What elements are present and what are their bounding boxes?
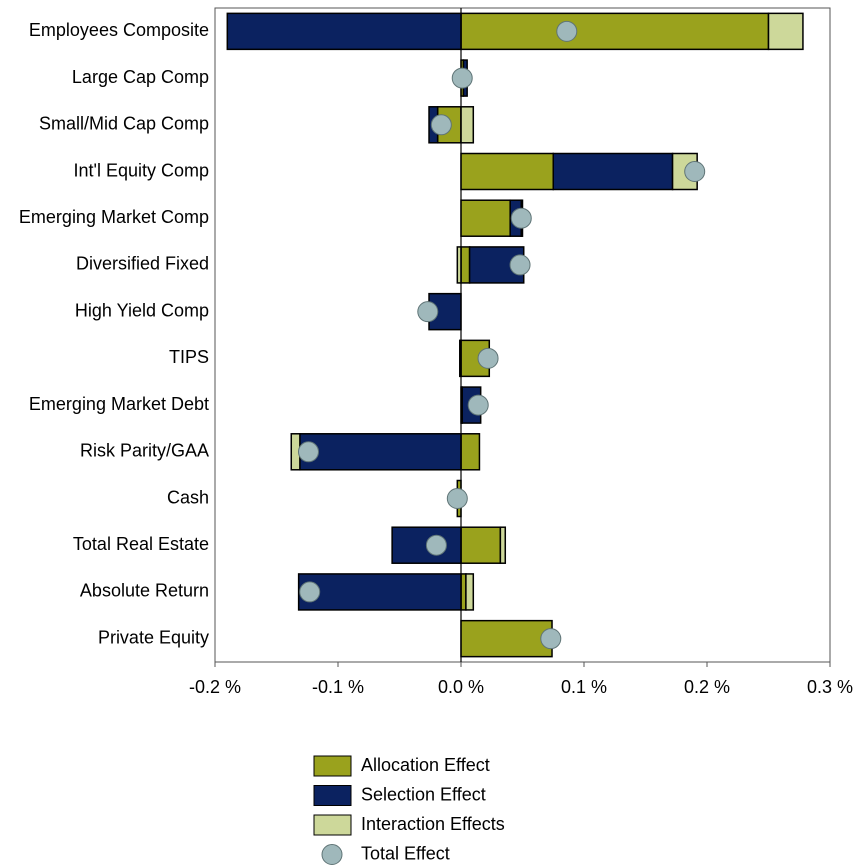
bar-segment	[460, 526, 502, 564]
category-label: Risk Parity/GAA	[80, 441, 209, 461]
bar-segment	[552, 152, 674, 191]
category-label: Employees Composite	[29, 20, 209, 40]
plot-frame	[214, 7, 831, 663]
category-label: Large Cap Comp	[72, 67, 209, 87]
bar-segment	[297, 573, 462, 611]
legend-label: Allocation Effect	[361, 755, 490, 775]
total-dot	[477, 347, 499, 369]
category-label: Emerging Market Comp	[19, 207, 209, 227]
bar-segment	[460, 619, 553, 658]
total-dot	[446, 488, 468, 509]
x-tick-label: 0.2 %	[684, 677, 730, 697]
bar-segment	[460, 199, 511, 237]
total-dot	[299, 581, 321, 603]
bar-segment	[460, 152, 554, 191]
bar-segment	[460, 246, 471, 284]
category-label: Emerging Market Debt	[29, 394, 209, 414]
legend-swatch	[313, 814, 352, 836]
bar-segment	[460, 12, 770, 51]
total-dot	[430, 114, 452, 136]
bar-segment	[460, 106, 475, 144]
category-label: Small/Mid Cap Comp	[39, 114, 209, 134]
x-tick-label: -0.2 %	[189, 677, 241, 697]
legend-label: Interaction Effects	[361, 814, 505, 834]
legend-label: Total Effect	[361, 843, 450, 863]
category-label: Total Real Estate	[73, 534, 209, 554]
legend-swatch	[313, 785, 352, 806]
category-label: Private Equity	[98, 627, 209, 647]
category-label: Int'l Equity Comp	[74, 160, 210, 180]
total-dot	[540, 628, 562, 650]
total-dot	[417, 301, 439, 323]
total-dot	[509, 254, 531, 276]
total-dot	[425, 534, 447, 556]
total-dot	[556, 20, 578, 42]
bar-segment	[499, 526, 507, 564]
category-label: TIPS	[169, 347, 209, 367]
legend-swatch	[313, 755, 352, 777]
total-dot	[451, 67, 473, 89]
bar-segment	[460, 433, 481, 471]
category-label: Absolute Return	[80, 581, 209, 601]
bar-segment	[299, 433, 462, 471]
bar-segment	[465, 573, 475, 611]
category-label: Diversified Fixed	[76, 254, 209, 274]
total-dot	[684, 161, 706, 182]
total-dot	[297, 441, 319, 463]
legend-label: Selection Effect	[361, 784, 486, 804]
total-dot	[467, 394, 489, 416]
x-tick-label: 0.1 %	[561, 677, 607, 697]
bar-segment	[767, 12, 804, 51]
x-tick-label: -0.1 %	[312, 677, 364, 697]
legend-dot	[321, 844, 343, 865]
category-label: High Yield Comp	[75, 300, 209, 320]
total-dot	[510, 207, 532, 229]
x-tick-label: 0.3 %	[807, 677, 853, 697]
bar-segment	[226, 12, 462, 51]
category-label: Cash	[167, 487, 209, 507]
x-tick-label: 0.0 %	[438, 677, 484, 697]
